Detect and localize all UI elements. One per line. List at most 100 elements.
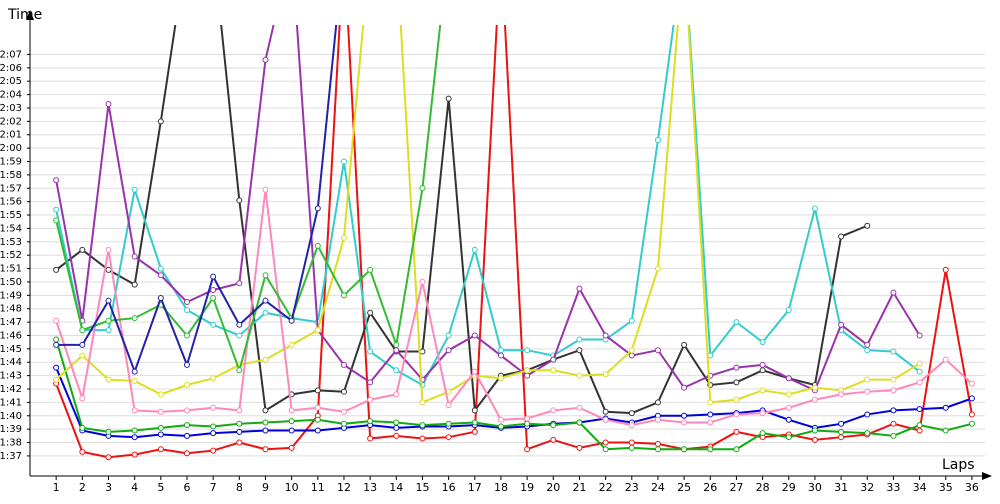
data-point bbox=[314, 327, 321, 334]
x-tick-label: 24 bbox=[651, 481, 665, 494]
series-line bbox=[55, 25, 868, 415]
data-point bbox=[654, 399, 661, 406]
data-point bbox=[157, 295, 164, 302]
data-point bbox=[105, 100, 112, 107]
data-point bbox=[53, 177, 60, 184]
data-point bbox=[393, 432, 400, 439]
data-point bbox=[838, 233, 845, 240]
x-tick-label: 25 bbox=[677, 481, 691, 494]
data-point bbox=[864, 430, 871, 437]
data-point bbox=[236, 428, 243, 435]
data-point bbox=[785, 404, 792, 411]
data-point bbox=[210, 423, 217, 430]
data-point bbox=[131, 434, 138, 441]
x-tick-label: 12 bbox=[337, 481, 351, 494]
data-point bbox=[131, 377, 138, 384]
data-point bbox=[681, 446, 688, 453]
data-point bbox=[864, 376, 871, 383]
data-point bbox=[602, 446, 609, 453]
series-line bbox=[55, 25, 973, 459]
data-point bbox=[628, 347, 635, 354]
data-point bbox=[785, 307, 792, 314]
data-point bbox=[393, 424, 400, 431]
data-point bbox=[576, 347, 583, 354]
data-point bbox=[393, 367, 400, 374]
data-point bbox=[733, 379, 740, 386]
data-point bbox=[759, 367, 766, 374]
data-point bbox=[262, 56, 269, 63]
data-point bbox=[838, 420, 845, 427]
data-point bbox=[550, 422, 557, 429]
x-tick-label: 26 bbox=[703, 481, 717, 494]
data-point bbox=[497, 416, 504, 423]
data-point bbox=[524, 420, 531, 427]
data-point bbox=[890, 432, 897, 439]
data-point bbox=[707, 399, 714, 406]
x-tick-label: 27 bbox=[729, 481, 743, 494]
data-point bbox=[733, 319, 740, 326]
y-tick-label: 1:59 bbox=[0, 157, 22, 168]
data-point bbox=[785, 416, 792, 423]
x-tick-label: 17 bbox=[468, 481, 482, 494]
data-point bbox=[210, 286, 217, 293]
data-point bbox=[340, 420, 347, 427]
x-tick-label: 11 bbox=[311, 481, 325, 494]
data-point bbox=[367, 435, 374, 442]
data-point bbox=[733, 428, 740, 435]
data-point bbox=[131, 186, 138, 193]
data-point bbox=[210, 295, 217, 302]
data-point bbox=[916, 368, 923, 375]
data-point bbox=[942, 266, 949, 273]
x-tick-label: 5 bbox=[157, 481, 164, 494]
x-tick-label: 23 bbox=[625, 481, 639, 494]
x-tick-label: 2 bbox=[79, 481, 86, 494]
data-point bbox=[314, 205, 321, 212]
series-line bbox=[55, 25, 921, 404]
data-point bbox=[340, 388, 347, 395]
data-point bbox=[890, 289, 897, 296]
data-point bbox=[236, 367, 243, 374]
data-point bbox=[707, 411, 714, 418]
data-point bbox=[785, 375, 792, 382]
data-point bbox=[890, 348, 897, 355]
data-point bbox=[890, 387, 897, 394]
y-tick-label: 2:05 bbox=[0, 76, 22, 87]
data-point bbox=[183, 422, 190, 429]
data-point bbox=[210, 404, 217, 411]
data-point bbox=[811, 427, 818, 434]
data-point bbox=[340, 158, 347, 165]
data-point bbox=[628, 439, 635, 446]
data-point bbox=[262, 272, 269, 279]
y-tick-label: 1:38 bbox=[0, 438, 22, 449]
data-point bbox=[550, 407, 557, 414]
data-point bbox=[916, 422, 923, 429]
data-point bbox=[157, 118, 164, 125]
data-point bbox=[340, 292, 347, 299]
data-point bbox=[576, 419, 583, 426]
data-point bbox=[681, 412, 688, 419]
y-tick-label: 1:41 bbox=[0, 397, 22, 408]
data-point bbox=[105, 428, 112, 435]
data-point bbox=[157, 431, 164, 438]
data-point bbox=[314, 404, 321, 411]
data-point bbox=[53, 336, 60, 343]
series-line bbox=[56, 25, 338, 375]
data-point bbox=[968, 420, 975, 427]
data-point bbox=[838, 428, 845, 435]
data-point bbox=[759, 339, 766, 346]
data-point bbox=[105, 376, 112, 383]
data-point bbox=[968, 380, 975, 387]
y-axis-title: Time bbox=[7, 7, 42, 23]
data-point bbox=[262, 356, 269, 363]
data-point bbox=[550, 367, 557, 374]
series-line bbox=[55, 25, 921, 392]
data-point bbox=[393, 391, 400, 398]
data-point bbox=[131, 281, 138, 288]
data-point bbox=[733, 396, 740, 403]
data-point bbox=[576, 336, 583, 343]
data-point bbox=[654, 347, 661, 354]
data-point bbox=[183, 361, 190, 368]
y-tick-label: 1:43 bbox=[0, 371, 22, 382]
y-tick-label: 1:51 bbox=[0, 264, 22, 275]
data-point bbox=[445, 434, 452, 441]
